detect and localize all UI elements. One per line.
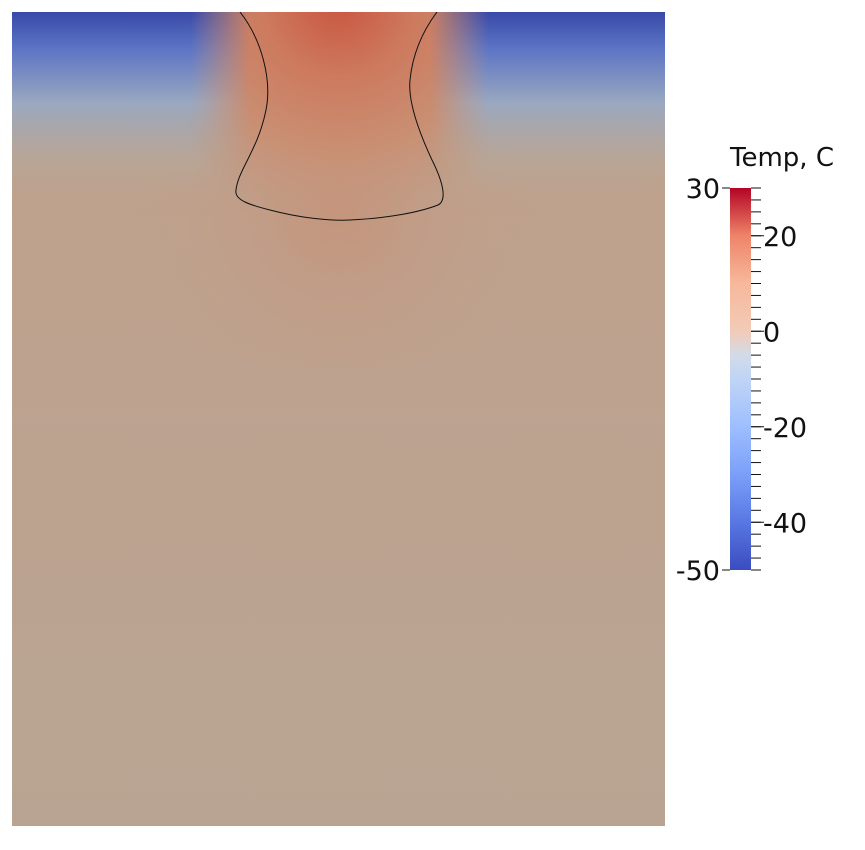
colorbar-tick-label: 20 [763,222,797,253]
colorbar-bar [730,188,751,570]
colorbar-ticks [722,187,764,571]
cold-region-right [12,12,665,217]
colorbar-min-label: -50 [676,556,720,587]
colorbar: Temp, C 20 0 -20 -40 30 -50 [676,143,834,587]
colorbar-tick-label: 0 [763,317,780,348]
colorbar-tick-label: -40 [763,508,807,539]
colorbar-title: Temp, C [729,143,834,173]
plot-area [12,12,665,826]
zero-contour-line [235,12,444,221]
colorbar-max-label: 30 [686,174,720,205]
colorbar-labels: 20 0 -20 -40 30 -50 [676,174,807,587]
colorbar-tick-label: -20 [763,413,807,444]
